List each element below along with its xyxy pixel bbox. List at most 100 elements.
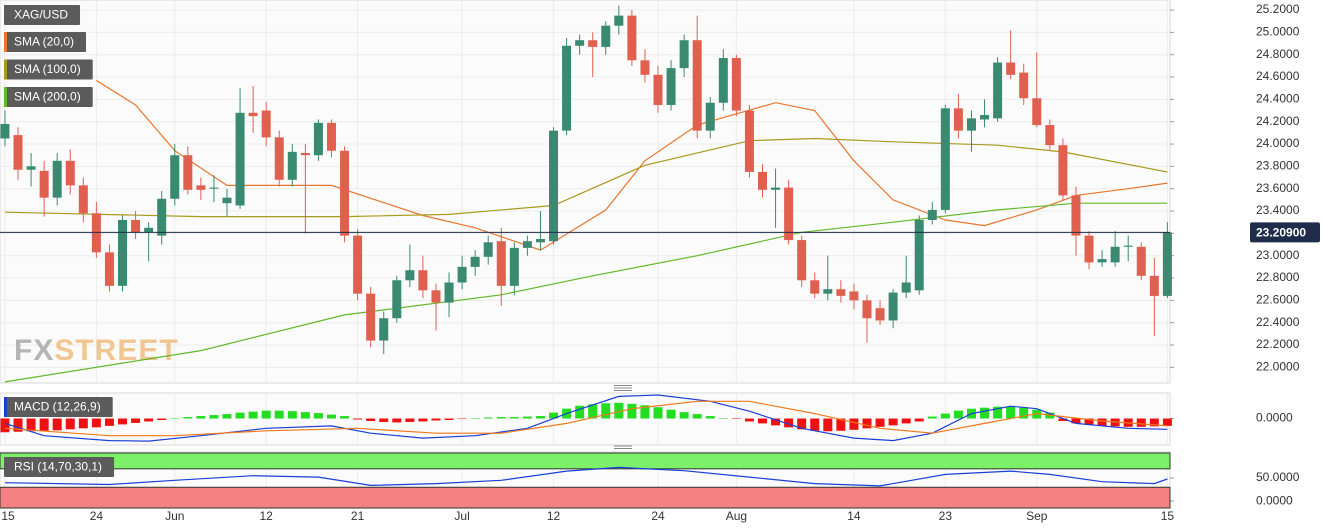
histogram-bar bbox=[627, 403, 637, 419]
candle-body bbox=[692, 40, 702, 131]
x-tick-label: 15 bbox=[1, 509, 15, 523]
histogram-bar bbox=[353, 418, 363, 420]
candle-body bbox=[379, 318, 389, 341]
candle-body bbox=[535, 238, 545, 243]
candle-body bbox=[914, 219, 924, 291]
candle-body bbox=[731, 58, 741, 111]
candle-body bbox=[875, 308, 885, 321]
candle-body bbox=[627, 15, 637, 61]
histogram-bar bbox=[405, 418, 415, 422]
histogram-bar bbox=[392, 418, 402, 423]
histogram-bar bbox=[810, 418, 820, 431]
candle-body bbox=[1123, 245, 1133, 247]
histogram-bar bbox=[183, 417, 193, 419]
line bbox=[4, 466, 1168, 487]
histogram-bar bbox=[222, 414, 232, 419]
histogram-bar bbox=[300, 412, 310, 419]
candle-body bbox=[836, 289, 846, 296]
x-tick-label: Sep bbox=[1026, 509, 1048, 523]
candle-body bbox=[118, 219, 128, 286]
candle-body bbox=[1019, 72, 1029, 99]
candle-body bbox=[131, 219, 141, 233]
histogram-bar bbox=[888, 418, 898, 426]
histogram-bar bbox=[131, 418, 141, 423]
candle-body bbox=[248, 112, 258, 117]
histogram-bar bbox=[940, 413, 950, 419]
histogram-bar bbox=[91, 418, 101, 428]
histogram-bar bbox=[340, 416, 350, 419]
histogram-bar bbox=[52, 418, 62, 431]
histogram-bar bbox=[653, 407, 663, 419]
legend-item: RSI (14,70,30,1) bbox=[4, 457, 115, 477]
legend-item: MACD (12,26,9) bbox=[4, 397, 113, 417]
legend-item: XAG/USD bbox=[4, 5, 81, 25]
y-tick-label: 0.0000 bbox=[1256, 493, 1293, 507]
legend-box bbox=[4, 397, 113, 417]
candle-body bbox=[1084, 235, 1094, 263]
candle-body bbox=[522, 241, 532, 248]
candle-body bbox=[78, 185, 88, 214]
candle-body bbox=[444, 282, 454, 303]
histogram-bar bbox=[287, 411, 297, 419]
histogram-bar bbox=[679, 412, 689, 419]
candle-body bbox=[705, 102, 715, 131]
watermark-part: STREET bbox=[54, 334, 178, 367]
histogram-bar bbox=[640, 405, 650, 419]
candle-body bbox=[300, 152, 310, 156]
candle-body bbox=[823, 289, 833, 294]
candle-body bbox=[457, 266, 467, 283]
candle-body bbox=[1032, 98, 1042, 126]
histogram-bar bbox=[0, 418, 10, 433]
histogram-bar bbox=[1058, 418, 1068, 421]
candle-body bbox=[65, 160, 75, 186]
legend-item: SMA (200,0) bbox=[4, 87, 93, 107]
histogram-bar bbox=[65, 418, 75, 430]
pane-handle bbox=[614, 385, 632, 449]
histogram-bar bbox=[13, 418, 23, 432]
histogram-bar bbox=[483, 417, 493, 419]
histogram-bar bbox=[496, 417, 506, 419]
candle-body bbox=[353, 235, 363, 294]
legend-item: SMA (100,0) bbox=[4, 59, 93, 80]
histogram-bar bbox=[261, 410, 271, 419]
candle-body bbox=[26, 166, 36, 170]
histogram-bar bbox=[784, 418, 794, 428]
watermark: FXSTREET bbox=[14, 334, 179, 367]
watermark-part: FX bbox=[14, 334, 54, 367]
candle-body bbox=[862, 300, 872, 319]
y-tick-label: 25.2000 bbox=[1256, 2, 1300, 16]
histogram-bar bbox=[692, 414, 702, 419]
candle-body bbox=[1110, 246, 1120, 263]
legend-label: SMA (20,0) bbox=[14, 35, 74, 49]
x-tick-label: 14 bbox=[847, 509, 861, 523]
candle-body bbox=[784, 187, 794, 241]
candle-body bbox=[601, 25, 611, 47]
x-tick-label: 12 bbox=[547, 509, 561, 523]
x-tick-label: 15 bbox=[1161, 509, 1175, 523]
histogram-bar bbox=[901, 418, 911, 424]
histogram-bar bbox=[575, 405, 585, 419]
x-tick-label: 12 bbox=[260, 509, 274, 523]
y-tick-label: 0.0000 bbox=[1256, 411, 1293, 425]
candle-body bbox=[509, 247, 519, 286]
candle-body bbox=[575, 40, 585, 46]
x-tick-label: Jun bbox=[165, 509, 184, 523]
histogram-bar bbox=[118, 418, 128, 425]
legend-box bbox=[4, 32, 87, 52]
histogram-bar bbox=[797, 418, 807, 430]
candle-body bbox=[1149, 275, 1159, 296]
legend-swatch bbox=[4, 397, 7, 417]
histogram-bar bbox=[666, 409, 676, 419]
last-price-label: 23.20900 bbox=[1256, 226, 1306, 240]
y-tick-label: 22.6000 bbox=[1256, 293, 1300, 307]
histogram-bar bbox=[1071, 418, 1081, 424]
candle-body bbox=[1045, 125, 1055, 146]
histogram-bar bbox=[823, 418, 833, 432]
candle-body bbox=[953, 108, 963, 131]
histogram-bar bbox=[144, 418, 154, 422]
legend-item: SMA (20,0) bbox=[4, 32, 87, 52]
y-tick-label: 23.4000 bbox=[1256, 203, 1300, 217]
histogram-bar bbox=[431, 418, 441, 421]
candle-body bbox=[966, 118, 976, 131]
histogram-bar bbox=[157, 418, 167, 420]
